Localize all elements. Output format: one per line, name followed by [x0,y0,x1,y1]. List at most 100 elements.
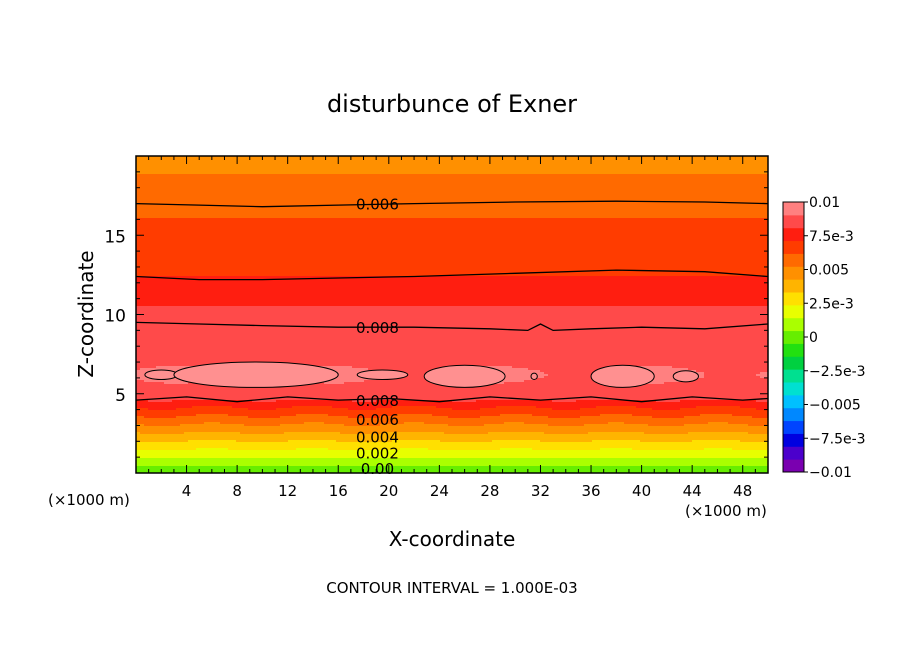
field-cell [276,158,281,161]
field-cell [476,172,481,175]
field-cell [380,174,385,177]
field-cell [656,164,661,167]
field-cell [628,172,633,175]
field-cell [368,176,373,179]
field-cell [136,172,141,175]
field-cell [464,162,469,165]
field-cell [676,182,681,185]
field-cell [644,164,649,167]
field-cell [760,166,765,169]
field-cell [444,172,449,175]
field-cell [552,160,557,163]
field-cell [744,156,749,159]
field-cell [564,180,569,183]
field-cell [220,166,225,169]
field-cell [656,174,661,177]
field-cell [328,158,333,161]
field-cell [532,170,537,173]
field-cell [364,164,369,167]
field-cell [176,170,181,173]
field-cell [400,160,405,163]
field-cell [360,164,365,167]
field-cell [328,180,333,183]
field-cell [288,182,293,185]
field-cell [336,164,341,167]
field-cell [520,180,525,183]
field-cell [352,166,357,169]
field-cell [232,182,237,185]
field-cell [576,164,581,167]
field-cell [436,168,441,171]
field-cell [192,178,197,181]
field-cell [484,170,489,173]
field-cell [536,174,541,177]
field-cell [568,166,573,169]
field-cell [704,156,709,159]
field-cell [648,174,653,177]
field-cell [580,182,585,185]
field-cell [508,178,513,181]
field-cell [608,174,613,177]
field-cell [516,156,521,159]
field-cell [524,182,529,185]
field-cell [652,160,657,163]
field-cell [504,176,509,179]
field-cell [204,174,209,177]
field-cell [380,172,385,175]
field-cell [732,172,737,175]
field-cell [624,160,629,163]
field-cell [756,170,761,173]
field-cell [568,170,573,173]
field-cell [632,156,637,159]
field-cell [156,174,161,177]
field-cell [412,180,417,183]
field-cell [192,158,197,161]
field-cell [484,156,489,159]
field-cell [384,176,389,179]
field-cell [676,156,681,159]
field-cell [232,180,237,183]
field-cell [636,160,641,163]
field-cell [244,182,249,185]
field-cell [576,180,581,183]
field-cell [352,158,357,161]
field-cell [160,178,165,181]
field-cell [692,170,697,173]
field-cell [264,182,269,185]
field-cell [616,174,621,177]
field-cell [392,162,397,165]
field-cell [688,178,693,181]
field-cell [688,164,693,167]
field-cell [524,170,529,173]
field-cell [540,168,545,171]
field-cell [364,162,369,165]
field-cell [312,162,317,165]
field-cell [344,162,349,165]
field-cell [748,168,753,171]
field-cell [356,160,361,163]
field-cell [516,180,521,183]
field-cell [200,174,205,177]
field-cell [476,162,481,165]
field-cell [144,168,149,171]
field-cell [300,176,305,179]
field-cell [592,168,597,171]
field-cell [308,176,313,179]
field-cell [448,166,453,169]
field-cell [732,156,737,159]
field-cell [152,156,157,159]
field-cell [632,164,637,167]
field-cell [312,158,317,161]
field-cell [660,176,665,179]
field-cell [592,156,597,159]
field-cell [224,160,229,163]
field-cell [156,168,161,171]
field-cell [524,174,529,177]
field-cell [360,172,365,175]
field-cell [200,178,205,181]
field-cell [420,162,425,165]
field-cell [296,172,301,175]
field-cell [712,158,717,161]
field-cell [456,166,461,169]
field-cell [536,168,541,171]
